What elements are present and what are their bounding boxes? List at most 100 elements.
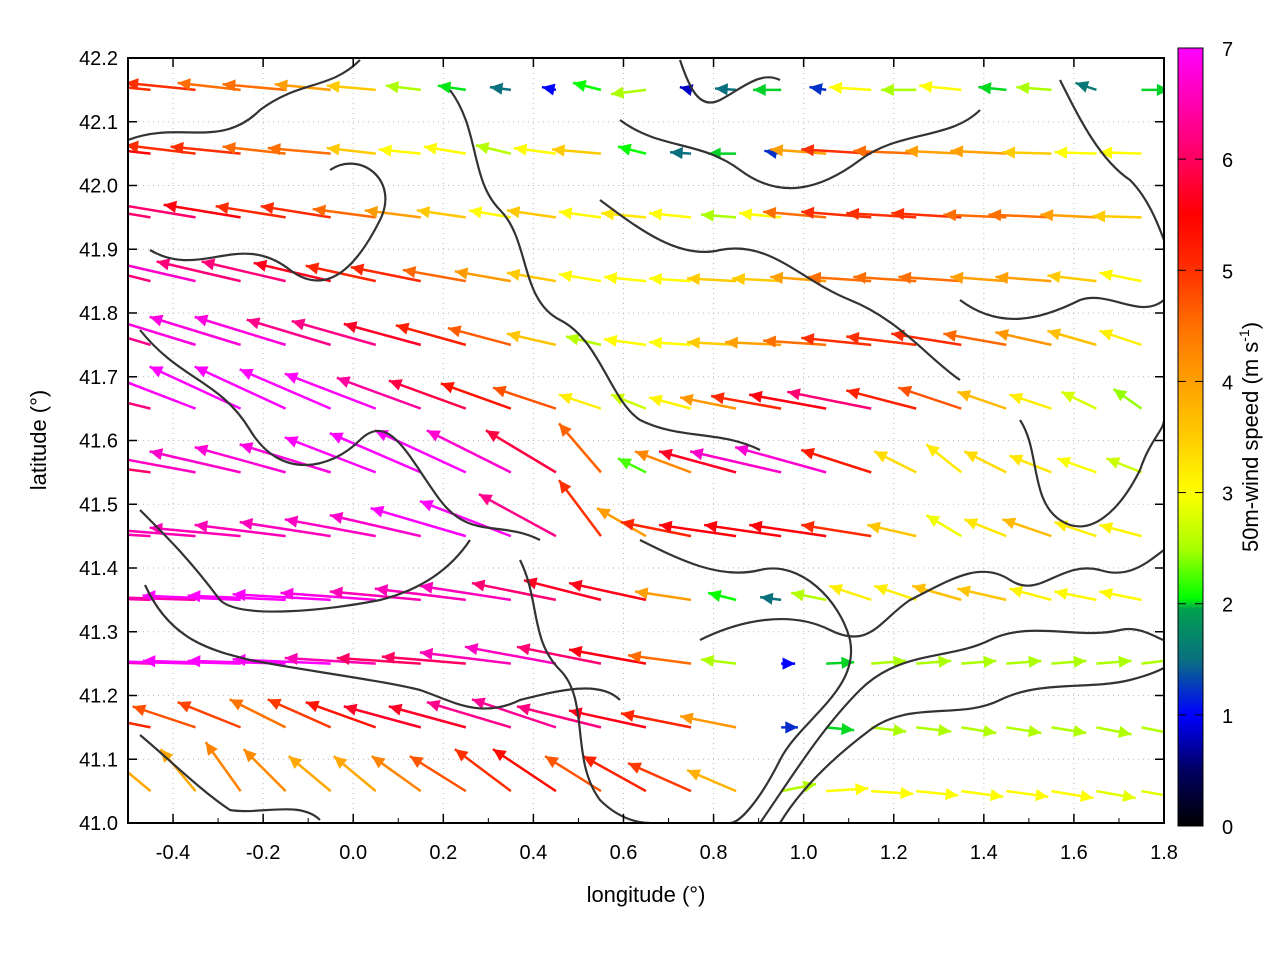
arrow-shaft <box>485 429 557 474</box>
wind-arrow <box>329 512 422 538</box>
arrow-head <box>1009 454 1024 466</box>
arrow-head <box>506 268 521 281</box>
wind-arrow <box>229 698 287 729</box>
contour-line <box>1019 419 1164 528</box>
wind-arrow <box>603 272 647 285</box>
arrow-head <box>558 207 573 220</box>
arrow-shaft <box>748 523 827 538</box>
arrow-shaft <box>128 458 196 474</box>
wind-arrow <box>786 388 872 410</box>
wind-arrow <box>871 787 914 800</box>
wind-arrow <box>1099 329 1142 347</box>
arrow-head <box>312 204 327 217</box>
arrow-head <box>149 448 164 461</box>
contour-line <box>139 329 541 541</box>
wind-arrow <box>1141 726 1164 738</box>
arrow-head <box>1156 83 1164 96</box>
arrow-head <box>898 385 913 398</box>
arrow-head <box>558 270 573 283</box>
wind-arrow <box>873 584 917 602</box>
arrow-head <box>782 657 796 670</box>
arrow-shaft <box>128 661 151 665</box>
wind-arrow <box>419 581 512 602</box>
x-tick-label: 0.2 <box>429 842 457 864</box>
wind-arrow <box>826 722 855 735</box>
arrow-head <box>291 318 306 331</box>
arrow-head <box>635 587 649 600</box>
wind-arrow <box>1006 789 1049 802</box>
colorbar-tick-label: 3 <box>1222 484 1233 506</box>
arrow-head <box>187 655 201 668</box>
arrow-head <box>60 655 73 667</box>
arrow-head <box>440 381 455 394</box>
wind-arrow <box>485 429 557 474</box>
arrow-head <box>680 712 694 725</box>
arrow-head <box>995 329 1010 341</box>
arrow-shaft <box>426 700 512 729</box>
wind-arrow <box>801 206 872 219</box>
arrow-head <box>1113 389 1128 402</box>
arrow-shaft <box>239 520 331 538</box>
contour-line <box>639 539 853 823</box>
arrow-head <box>881 83 894 96</box>
wind-arrow <box>128 597 151 602</box>
arrow-head <box>725 336 739 349</box>
wind-arrow <box>291 318 377 347</box>
wind-arrow <box>1060 390 1097 410</box>
wind-arrow <box>557 479 602 537</box>
arrow-head <box>260 202 275 215</box>
arrow-head <box>454 267 469 280</box>
arrow-head <box>569 645 583 658</box>
wind-arrow <box>846 331 917 347</box>
arrow-shaft <box>149 315 241 347</box>
x-axis-label: longitude (°) <box>587 882 706 907</box>
axes: -0.4 -0.2 0.0 0.2 0.4 0.6 0.8 1.0 1.2 1.4 1.6 1.8 41… <box>79 48 1178 864</box>
wind-arrow <box>128 140 196 155</box>
arrow-head <box>160 749 174 763</box>
wind-arrow <box>679 393 737 410</box>
wind-arrow <box>957 585 1007 602</box>
arrow-head <box>128 140 139 153</box>
arrow-head <box>128 78 139 91</box>
arrow-head <box>516 643 531 656</box>
arrow-head <box>423 142 438 155</box>
arrow-head <box>329 512 344 524</box>
wind-arrow <box>343 703 422 729</box>
x-tick-label: -0.2 <box>246 842 280 864</box>
arrow-head <box>336 376 351 388</box>
arrow-head <box>112 199 125 211</box>
wind-arrow <box>204 741 242 792</box>
y-tick-label: 41.1 <box>79 749 118 771</box>
wind-arrow <box>343 321 422 347</box>
wind-arrow <box>603 334 647 347</box>
arrow-head <box>149 314 164 327</box>
y-tick-label: 41.8 <box>79 303 118 325</box>
arrow-head <box>926 515 941 527</box>
x-tick-label: 0.4 <box>519 842 547 864</box>
arrow-head <box>846 387 860 400</box>
arrow-head <box>763 335 777 348</box>
arrow-head <box>437 81 452 94</box>
arrow-head <box>704 520 718 533</box>
arrow-head <box>239 518 254 531</box>
wind-arrow <box>763 206 827 219</box>
arrow-head <box>621 518 635 531</box>
arrow-head <box>1079 790 1094 803</box>
wind-arrow <box>572 80 602 92</box>
wind-arrow <box>371 755 422 793</box>
arrow-head <box>950 145 964 158</box>
arrow-shaft <box>284 436 377 474</box>
wind-arrow <box>658 448 737 474</box>
wind-arrow <box>748 390 827 410</box>
wind-arrow <box>687 272 737 286</box>
wind-arrow <box>829 81 872 94</box>
arrow-head <box>447 325 462 338</box>
wind-arrow <box>1112 388 1143 410</box>
arrow-shaft <box>128 721 151 729</box>
wind-arrow <box>128 264 196 283</box>
arrow-head <box>618 143 632 156</box>
wind-arrow <box>128 533 151 538</box>
arrow-head <box>378 144 392 157</box>
arrow-head <box>687 769 702 781</box>
wind-arrow <box>232 588 331 602</box>
